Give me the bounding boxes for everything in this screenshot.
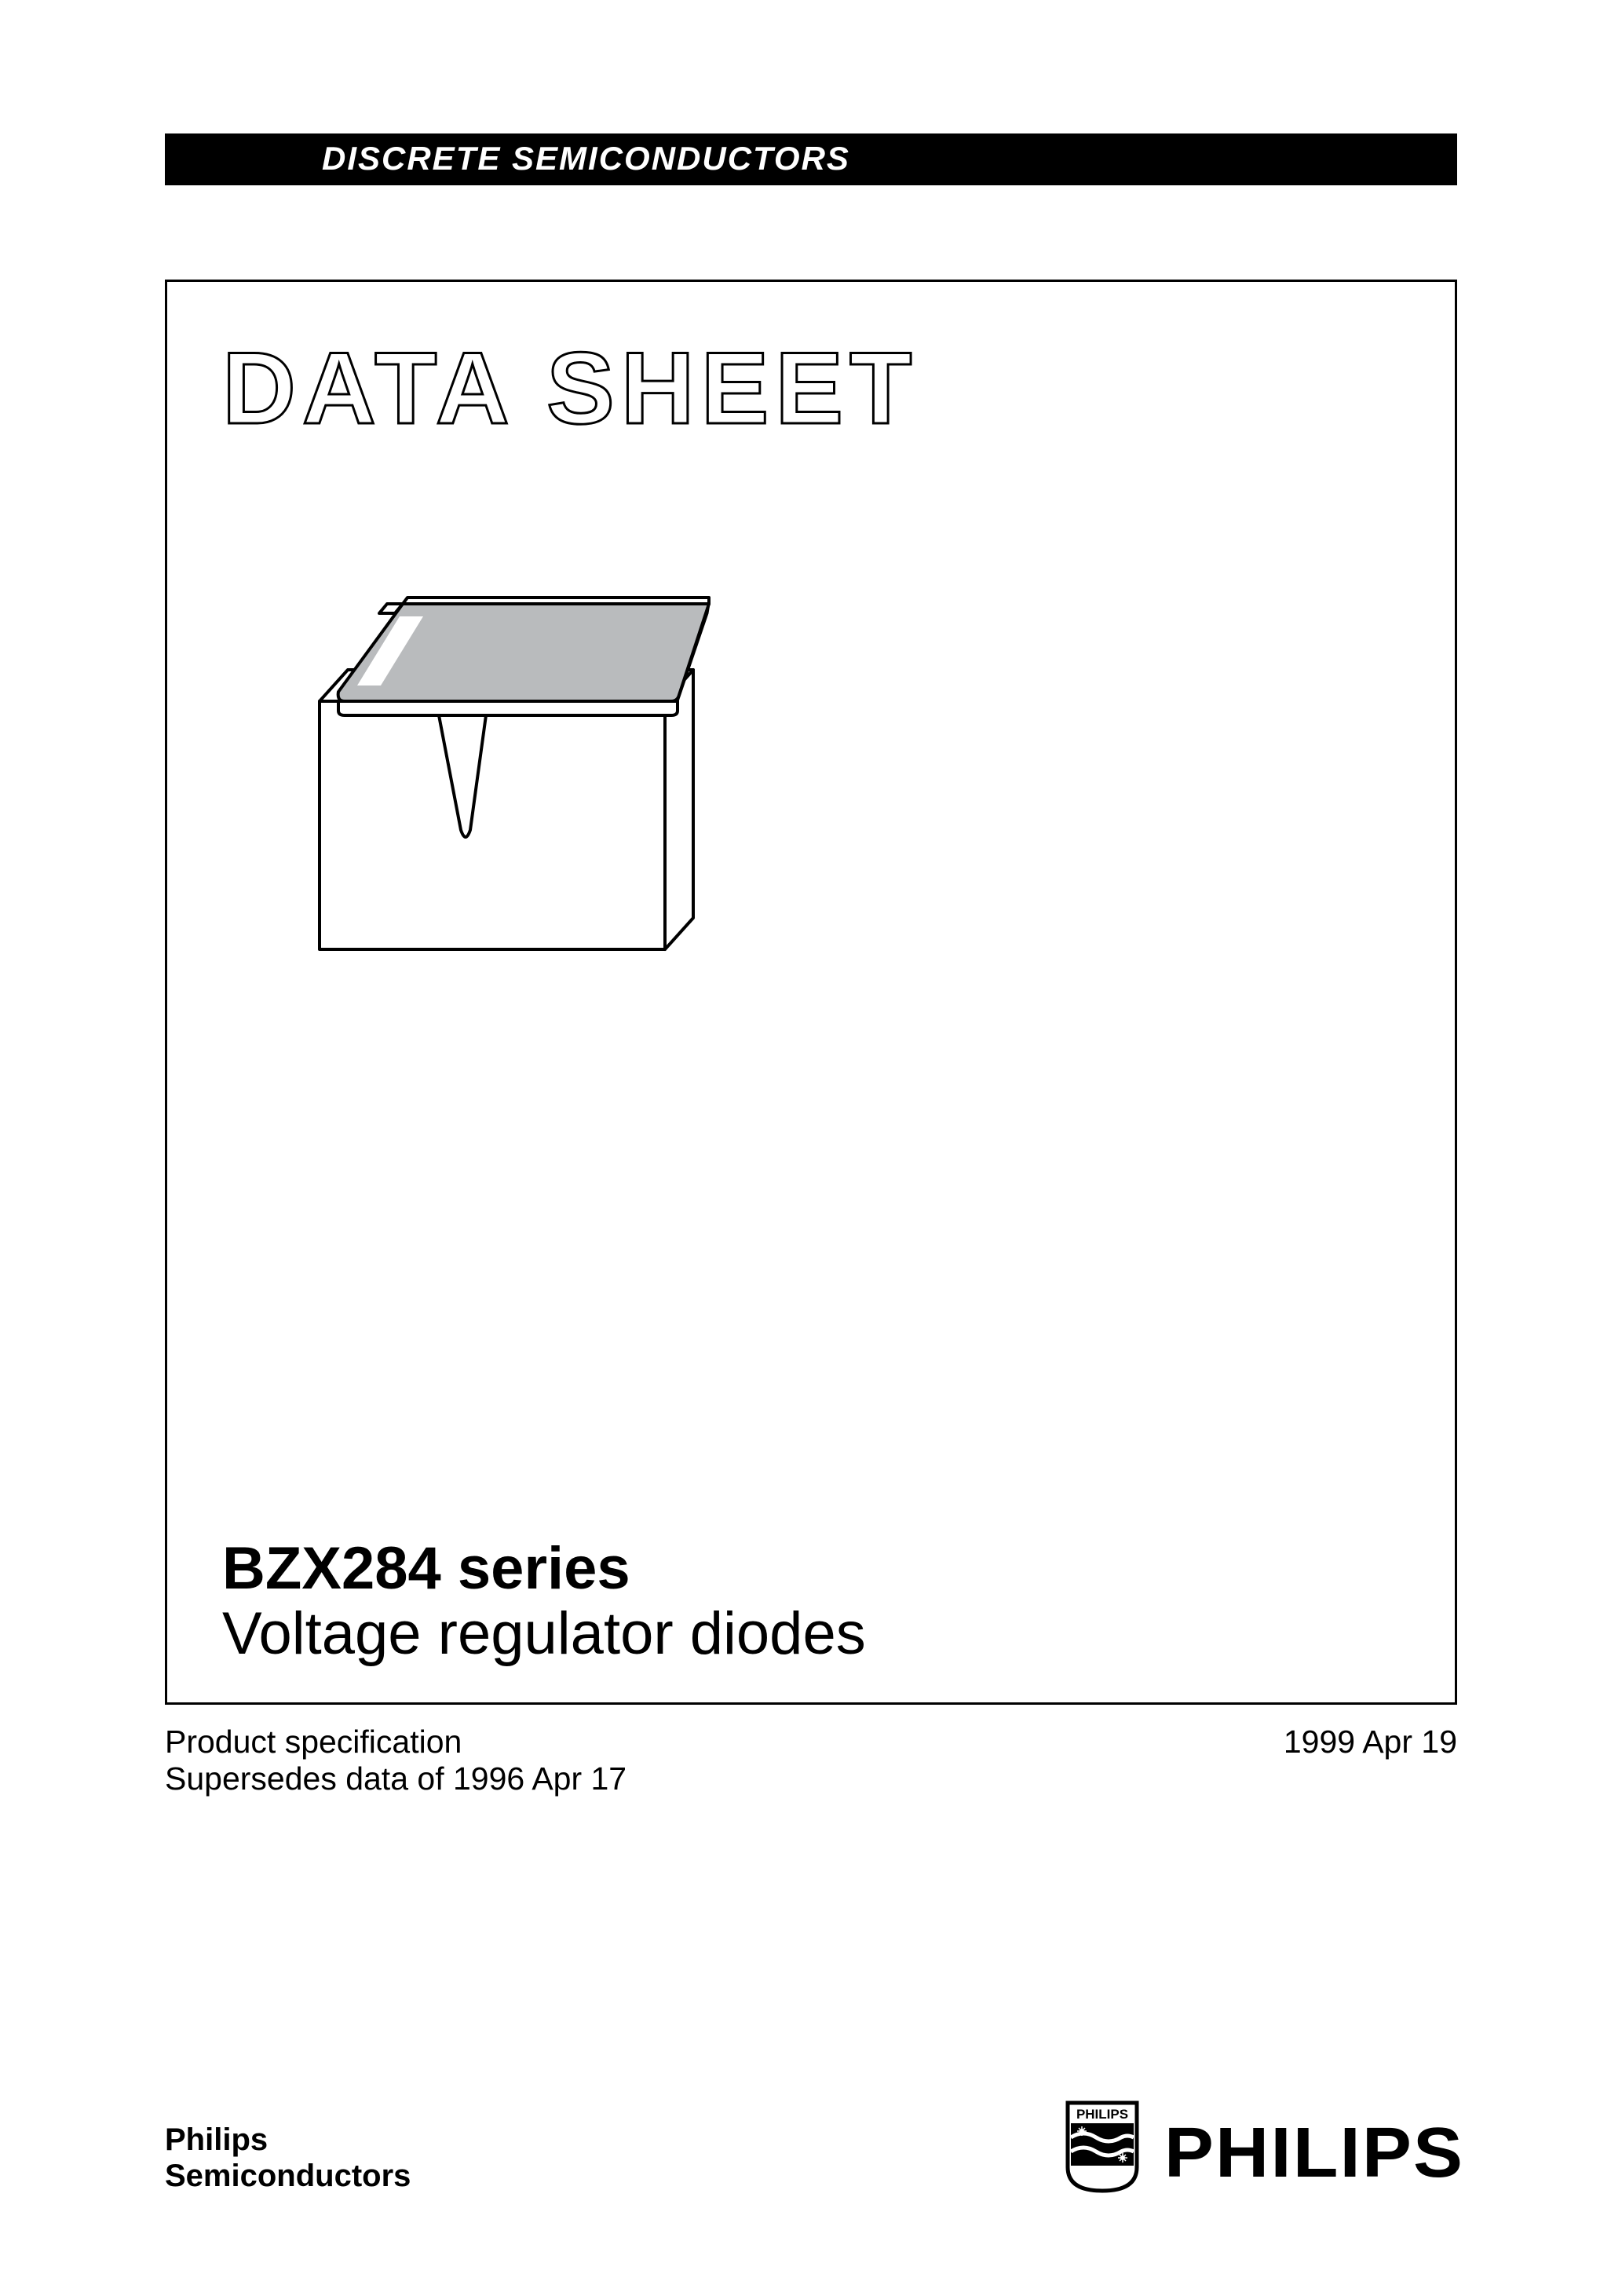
component-package-illustration [269, 557, 740, 996]
page-footer: Philips Semiconductors PHILIPS PHILIPS [165, 2100, 1457, 2194]
spec-info-block: Product specification Supersedes data of… [165, 1724, 627, 1797]
product-title: BZX284 series [222, 1536, 866, 1602]
page-content: DISCRETE SEMICONDUCTORS DATA SHEET [165, 133, 1457, 2194]
footer-brand-line2: Semiconductors [165, 2158, 411, 2194]
main-box: DATA SHEET BZX284 serie [165, 280, 1457, 1705]
below-box-row: Product specification Supersedes data of… [165, 1724, 1457, 1797]
philips-wordmark: PHILIPS [1164, 2113, 1464, 2194]
footer-brand-block: Philips Semiconductors [165, 2122, 411, 2194]
footer-logos: PHILIPS PHILIPS [1065, 2100, 1457, 2194]
philips-shield-icon: PHILIPS [1065, 2100, 1140, 2194]
product-subtitle: Voltage regulator diodes [222, 1601, 866, 1667]
category-text: DISCRETE SEMICONDUCTORS [322, 140, 850, 177]
supersedes-text: Supersedes data of 1996 Apr 17 [165, 1760, 627, 1797]
date-text: 1999 Apr 19 [1284, 1724, 1457, 1760]
category-header-bar: DISCRETE SEMICONDUCTORS [165, 133, 1457, 185]
shield-text: PHILIPS [1076, 2107, 1128, 2122]
date-block: 1999 Apr 19 [1284, 1724, 1457, 1797]
footer-brand-line1: Philips [165, 2122, 411, 2158]
data-sheet-outline-title: DATA SHEET [222, 329, 1400, 447]
spec-type-text: Product specification [165, 1724, 627, 1760]
product-title-block: BZX284 series Voltage regulator diodes [222, 1536, 866, 1667]
